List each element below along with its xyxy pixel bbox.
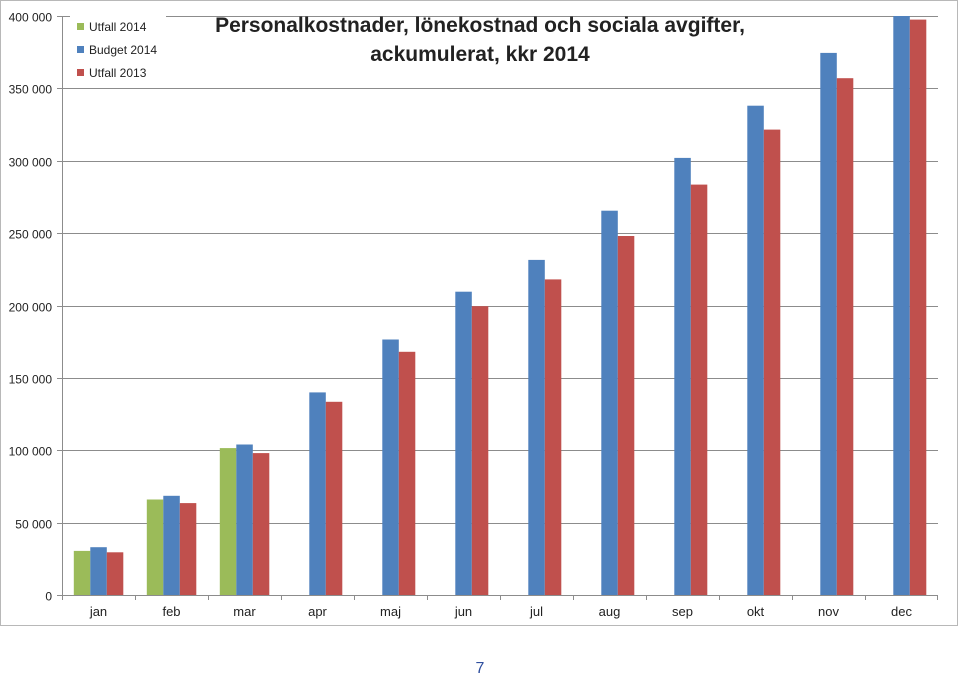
y-tick-label: 400 000	[9, 11, 53, 25]
y-tick-label: 200 000	[9, 301, 53, 315]
bar	[690, 184, 708, 595]
legend-label: Utfall 2013	[89, 66, 147, 80]
bar	[219, 448, 237, 595]
bar	[73, 550, 91, 595]
bar	[179, 503, 197, 595]
bar	[893, 16, 910, 595]
bar	[146, 499, 164, 595]
y-axis: 0 50 000 100 000 150 000 200 000 250 000 300 0…	[9, 11, 63, 604]
y-tick-label: 100 000	[9, 445, 53, 459]
bar	[398, 351, 416, 595]
bar	[90, 547, 107, 595]
legend-swatch	[77, 46, 84, 53]
bar	[106, 552, 124, 595]
bar	[747, 105, 764, 595]
x-tick-label: okt	[747, 604, 765, 619]
chart-title-line-1: Personalkostnader, lönekostnad och socia…	[215, 14, 745, 37]
x-tick-label: jul	[529, 604, 543, 619]
x-tick-label: maj	[380, 604, 401, 619]
x-tick-label: dec	[891, 604, 912, 619]
legend-label: Utfall 2014	[89, 20, 147, 34]
y-tick-label: 50 000	[15, 518, 52, 532]
bars	[73, 16, 927, 596]
bar	[309, 392, 326, 595]
x-tick-label: feb	[162, 604, 180, 619]
x-tick-label: nov	[818, 604, 839, 619]
bar	[674, 157, 691, 595]
bar	[471, 306, 489, 595]
x-tick-label: apr	[308, 604, 327, 619]
bar	[382, 339, 399, 595]
page-number: 7	[475, 660, 485, 677]
y-tick-label: 250 000	[9, 228, 53, 242]
y-tick-label: 0	[45, 590, 52, 604]
bar	[601, 210, 618, 595]
bar	[763, 129, 781, 595]
bar	[528, 259, 545, 595]
x-tick-label: jun	[454, 604, 472, 619]
y-tick-label: 150 000	[9, 373, 53, 387]
bar	[909, 19, 927, 596]
y-tick-label: 300 000	[9, 156, 53, 170]
x-tick-label: mar	[233, 604, 256, 619]
chart-title-line-2: ackumulerat, kkr 2014	[370, 43, 590, 66]
bar	[163, 495, 180, 595]
x-axis: jan feb mar apr maj jun jul aug sep okt nov dec	[62, 595, 938, 619]
bar	[236, 444, 253, 595]
bar	[617, 236, 635, 595]
legend: Utfall 2014 Budget 2014 Utfall 2013	[70, 14, 166, 86]
bar	[325, 401, 343, 595]
x-tick-label: jan	[89, 604, 107, 619]
y-tick-label: 350 000	[9, 83, 53, 97]
bar	[455, 291, 472, 595]
x-tick-label: aug	[599, 604, 621, 619]
bar	[252, 453, 270, 595]
x-tick-label: sep	[672, 604, 693, 619]
bar	[544, 279, 562, 595]
legend-label: Budget 2014	[89, 43, 157, 57]
chart-frame	[0, 0, 958, 626]
legend-swatch	[77, 69, 84, 76]
legend-background	[70, 14, 166, 86]
legend-swatch	[77, 23, 84, 30]
bar	[820, 52, 837, 595]
bar	[836, 78, 854, 595]
bar-chart: 0 50 000 100 000 150 000 200 000 250 000 300 0…	[9, 11, 938, 619]
